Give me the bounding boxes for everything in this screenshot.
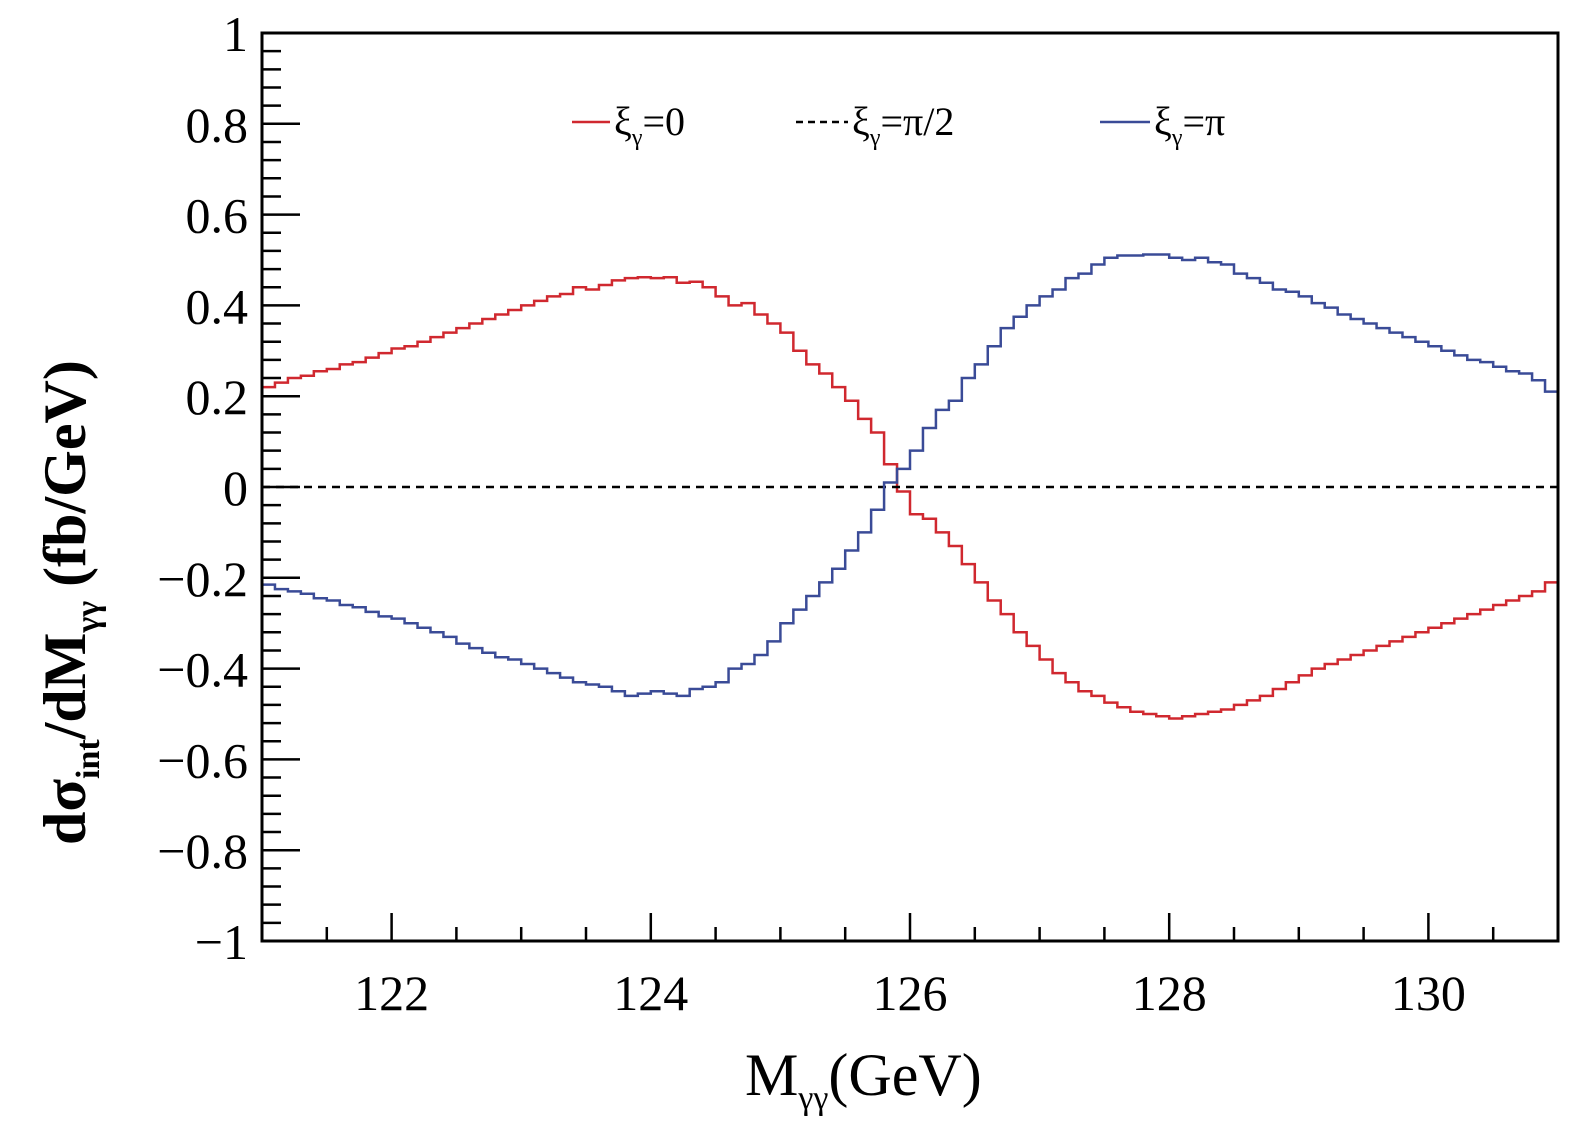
y-tick-label: −0.8 <box>157 823 248 879</box>
y-tick-label: 0.4 <box>186 278 249 334</box>
y-axis-title: dσint/dMγγ(fb/GeV) <box>32 360 107 845</box>
x-tick-label: 126 <box>873 965 948 1021</box>
x-tick-label: 122 <box>354 965 429 1021</box>
tick-layer <box>260 31 1560 943</box>
y-tick-label: 0 <box>223 460 248 516</box>
legend-item-xi0: ξγ=0 <box>572 99 685 151</box>
y-tick-labels: 1 0.8 0.6 0.4 0.2 0 −0.2 −0.4 −0.6 −0.8 −1 <box>157 6 248 970</box>
legend-label-xi-pi: ξγ=π <box>1154 99 1225 151</box>
legend-item-xi-pi-half: ξγ=π/2 <box>796 99 954 151</box>
x-axis-title: Mγγ(GeV) <box>745 1042 982 1117</box>
y-tick-label: 0.2 <box>186 369 249 425</box>
series-2-line <box>262 253 1558 698</box>
x-tick-labels: 122 124 126 128 130 <box>354 965 1466 1021</box>
x-tick-label: 130 <box>1391 965 1466 1021</box>
y-tick-label: −0.6 <box>157 732 248 788</box>
x-tick-label: 124 <box>613 965 688 1021</box>
legend-label-xi-pi-half: ξγ=π/2 <box>852 99 954 151</box>
x-tick-label: 128 <box>1132 965 1207 1021</box>
y-tick-label: 1 <box>223 6 248 62</box>
legend-label-xi0: ξγ=0 <box>614 99 685 151</box>
y-tick-label: 0.8 <box>186 97 249 153</box>
series-0-line <box>262 276 1558 720</box>
series-layer <box>262 253 1558 720</box>
y-tick-label: −1 <box>195 914 248 970</box>
legend: ξγ=0 ξγ=π/2 ξγ=π <box>572 99 1225 151</box>
y-tick-label: −0.2 <box>157 551 248 607</box>
y-tick-label: −0.4 <box>157 642 248 698</box>
y-tick-label: 0.6 <box>186 188 249 244</box>
legend-item-xi-pi: ξγ=π <box>1100 99 1225 151</box>
